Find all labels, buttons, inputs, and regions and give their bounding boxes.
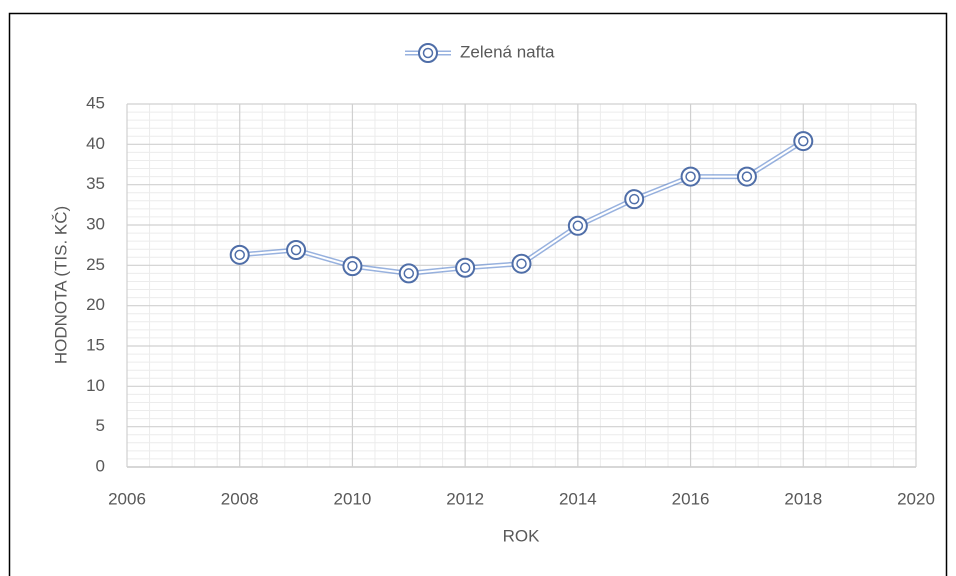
legend-marker-inner: [422, 47, 434, 59]
x-tick-label: 2016: [672, 489, 710, 508]
x-tick-label: 2014: [559, 489, 597, 508]
marker-inner: [403, 268, 415, 279]
chart-frame: [8, 12, 948, 576]
marker-inner: [516, 258, 527, 269]
y-tick-label: 35: [86, 174, 105, 193]
grid: [126, 103, 917, 468]
y-tick-label: 20: [86, 295, 105, 314]
x-tick-label: 2018: [784, 489, 822, 508]
marker-inner: [572, 220, 584, 232]
marker-inner: [685, 171, 696, 182]
marker-inner: [741, 171, 753, 182]
y-tick-label: 25: [86, 255, 105, 274]
legend-label: Zelená nafta: [460, 42, 555, 61]
y-tick-label: 5: [96, 416, 105, 435]
y-tick-label: 0: [96, 456, 105, 475]
x-tick-label: 2012: [446, 489, 484, 508]
x-tick-label: 2010: [334, 489, 372, 508]
marker-inner: [234, 249, 245, 261]
y-tick-label: 15: [86, 335, 105, 354]
y-tick-label: 30: [86, 214, 105, 233]
marker-inner: [347, 260, 358, 272]
x-tick-label: 2008: [221, 489, 259, 508]
marker-inner: [798, 135, 809, 147]
marker-inner: [628, 193, 640, 205]
marker-inner: [290, 244, 302, 256]
y-tick-label: 40: [86, 134, 105, 153]
y-axis-label: HODNOTA (TIS. KČ): [51, 206, 70, 364]
x-axis-label: ROK: [503, 526, 541, 545]
marker-inner: [459, 262, 471, 274]
x-tick-label: 2006: [108, 489, 146, 508]
x-tick-label: 2020: [897, 489, 935, 508]
y-tick-label: 10: [86, 376, 105, 395]
y-tick-label: 45: [86, 93, 105, 112]
